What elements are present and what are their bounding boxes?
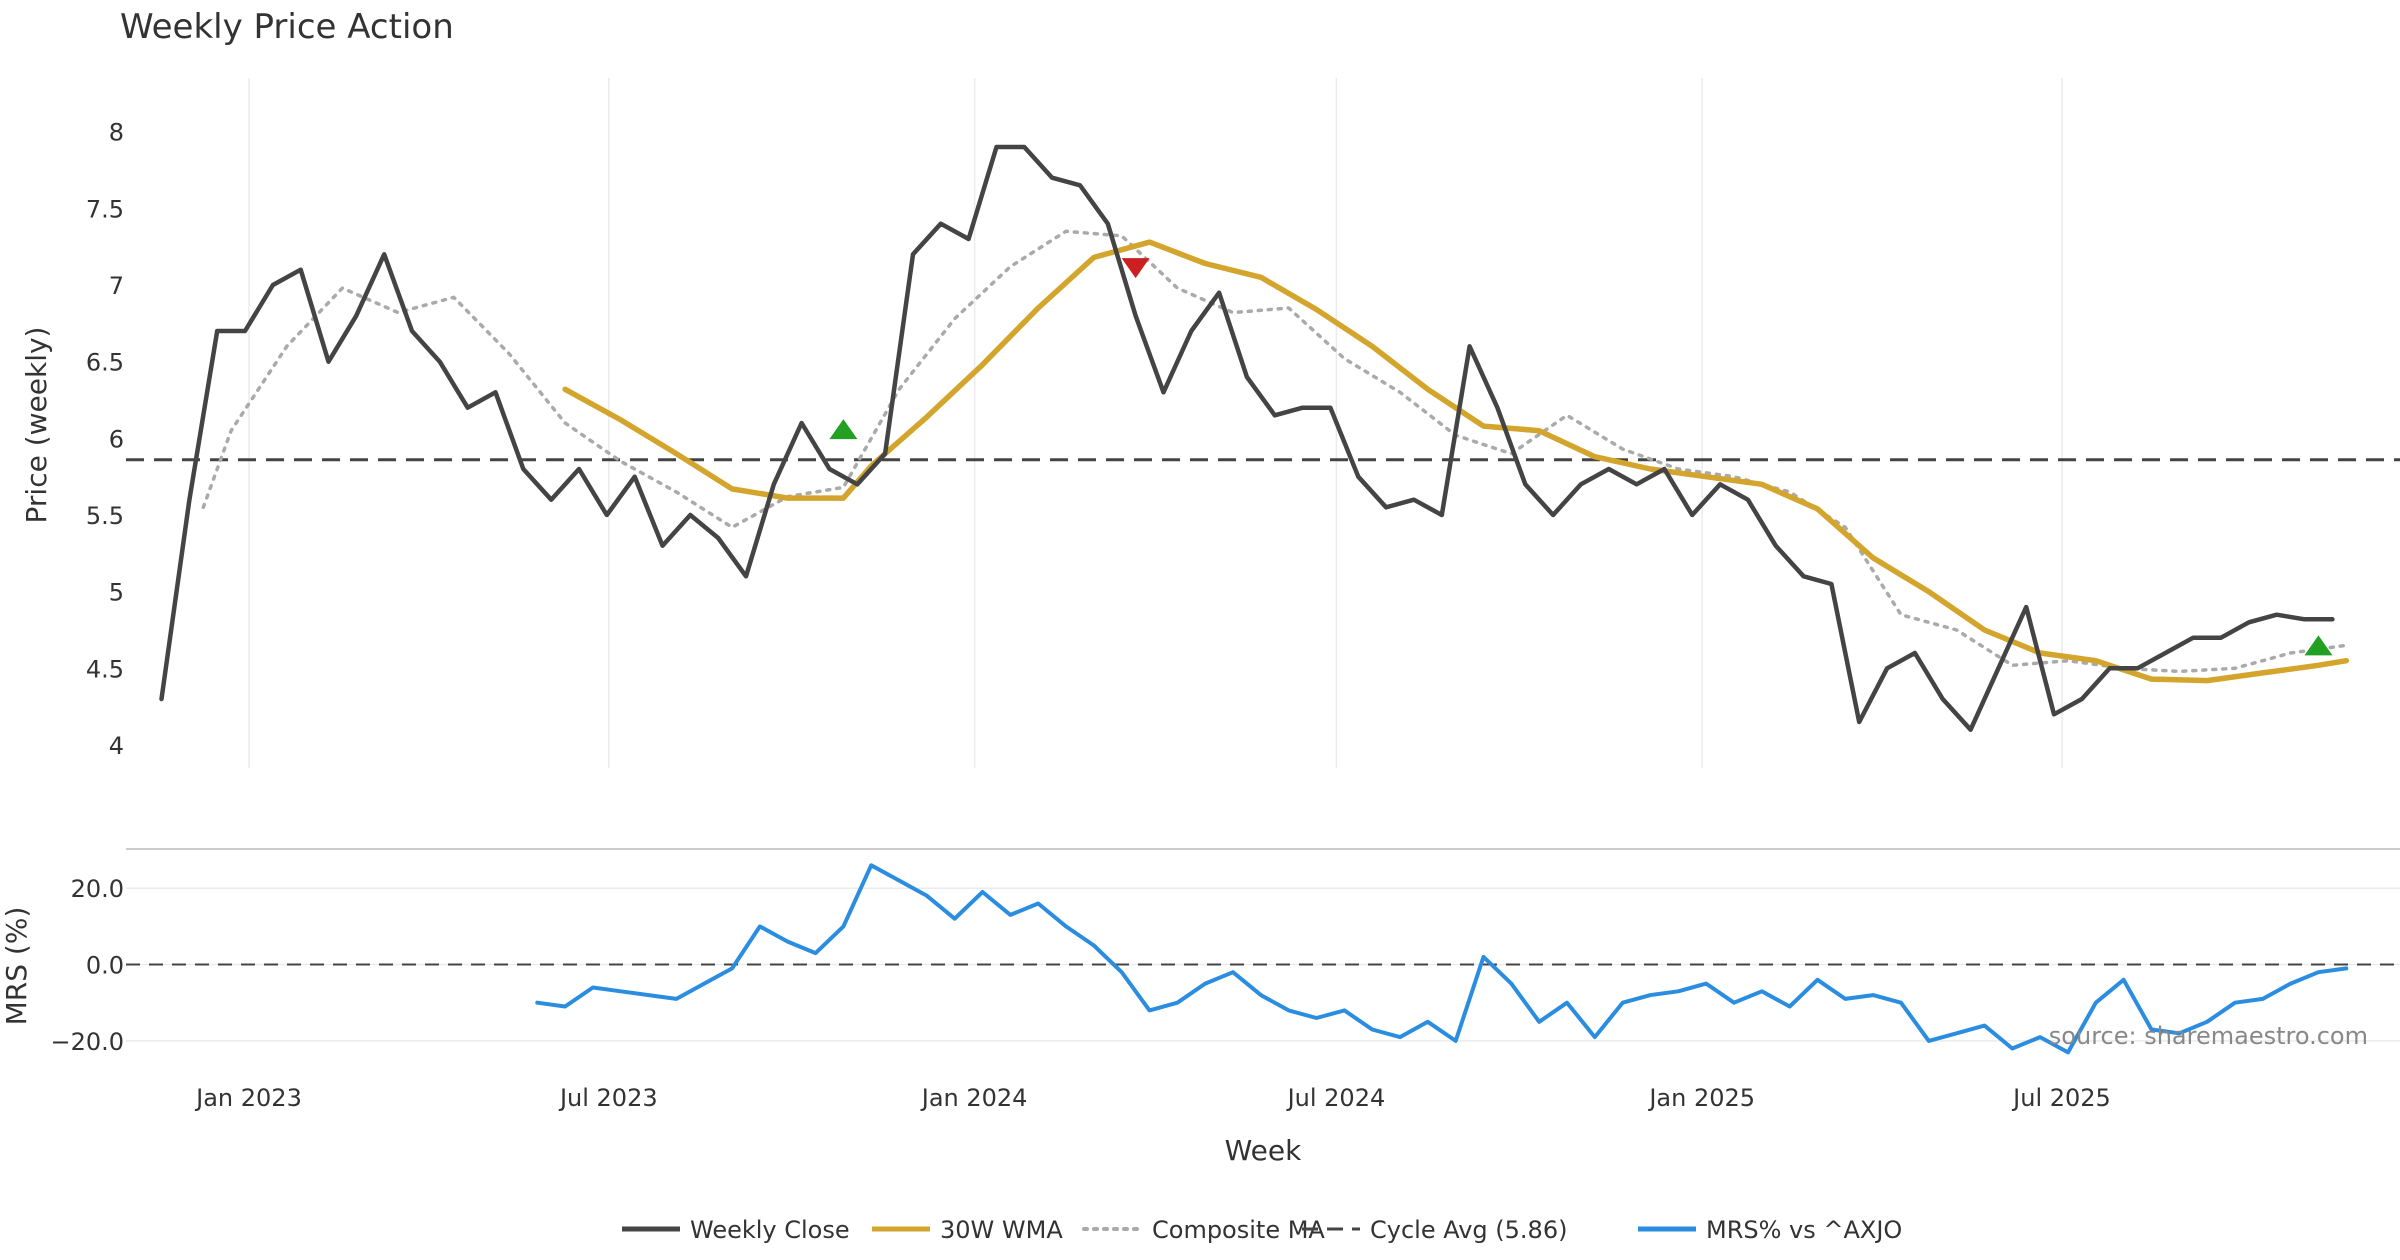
x-axis-ticks: Jan 2023 Jul 2023 Jan 2024 Jul 2024 Jan 2025… [194,1084,2111,1112]
price-y-tick-label: 7.5 [86,195,124,223]
price-panel: 4 4.5 5 5.5 6 6.5 7 7.5 8 Price (weekly) [20,78,2400,768]
mrs-y-tick-label: 0.0 [86,952,124,980]
chart-title: Weekly Price Action [120,7,454,47]
mrs-y-axis-label: MRS (%) [0,907,33,1026]
source-text: source: sharemaestro.com [2049,1022,2368,1050]
buy-signal-marker [2304,635,2333,656]
price-y-tick-label: 5 [109,579,124,607]
x-axis-label: Week [1225,1134,1302,1167]
price-y-ticks: 4 4.5 5 5.5 6 6.5 7 7.5 8 [86,119,124,760]
signal-markers [829,258,2333,656]
price-y-tick-label: 6 [109,425,124,453]
price-y-tick-label: 7 [109,272,124,300]
legend: Weekly Close 30W WMA Composite MA Cycle Avg… [622,1216,1902,1244]
x-tick-label: Jul 2023 [558,1084,658,1112]
legend-label: Composite MA [1152,1216,1325,1244]
price-gridlines [248,78,2063,768]
mrs-panel: 20.0 0.0 −20.0 MRS (%) source: sharemaestr… [0,848,2400,1056]
series-line-composite-ma [201,229,2349,674]
series-line-mrs-vs-axjo [535,863,2349,1055]
mrs-y-tick-label: 20.0 [71,875,124,903]
price-y-tick-label: 4.5 [86,655,124,683]
mrs-series [535,863,2349,1055]
price-y-axis-label: Price (weekly) [20,327,53,524]
legend-label: MRS% vs ^AXJO [1706,1216,1902,1244]
price-y-tick-label: 6.5 [86,349,124,377]
buy-signal-marker [829,419,858,440]
price-y-tick-label: 5.5 [86,502,124,530]
legend-label: 30W WMA [940,1216,1063,1244]
x-tick-label: Jul 2025 [2011,1084,2111,1112]
price-series [159,144,2350,732]
x-tick-label: Jul 2024 [1286,1084,1386,1112]
mrs-y-tick-label: −20.0 [50,1028,124,1056]
x-tick-label: Jan 2025 [1647,1084,1755,1112]
x-tick-label: Jan 2023 [194,1084,302,1112]
series-line-weekly-close [159,144,2335,732]
sell-signal-marker [1121,258,1150,279]
legend-label: Weekly Close [690,1216,850,1244]
price-y-tick-label: 8 [109,119,124,147]
legend-label: Cycle Avg (5.86) [1370,1216,1567,1244]
price-y-tick-label: 4 [109,732,124,760]
x-tick-label: Jan 2024 [920,1084,1028,1112]
mrs-y-ticks: 20.0 0.0 −20.0 [50,875,124,1056]
